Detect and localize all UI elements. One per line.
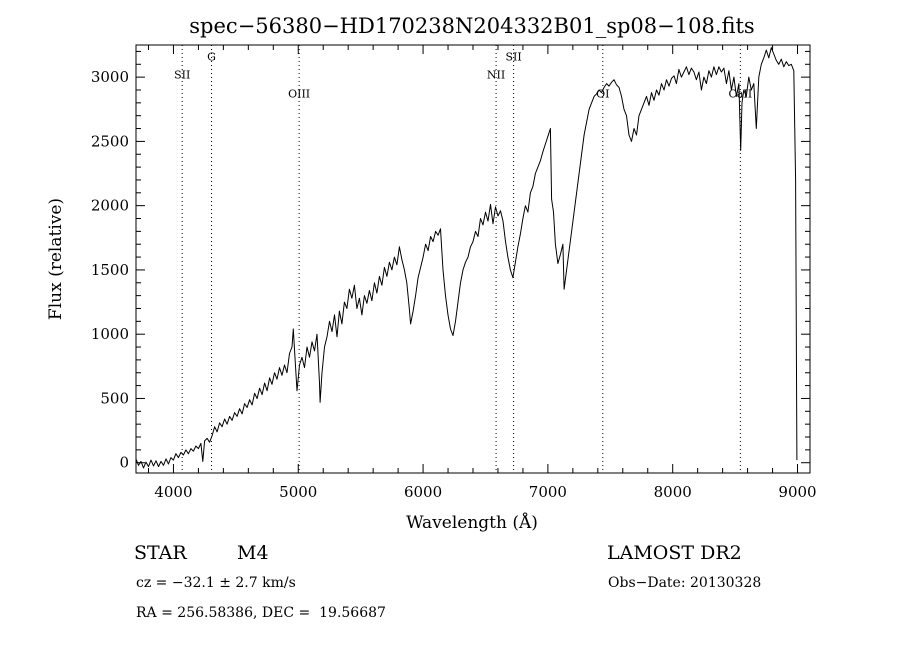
spectral-line-label: G [207, 50, 216, 63]
spectral-line-label: CaII [729, 88, 753, 101]
x-tick-label: 6000 [404, 483, 442, 501]
redshift-cz: cz = −32.1 ± 2.7 km/s [136, 575, 296, 591]
y-tick-label: 0 [119, 454, 129, 472]
y-tick-label: 3000 [91, 68, 129, 86]
spectral-line-label: SII [505, 50, 521, 63]
x-tick-label: 8000 [654, 483, 692, 501]
y-tick-label: 2000 [91, 197, 129, 215]
spectral-line-label: NII [487, 68, 505, 81]
spectral-line-label: OIII [288, 88, 310, 101]
y-tick-label: 500 [100, 389, 129, 407]
x-tick-label: 4000 [154, 483, 192, 501]
object-subclass: M4 [237, 542, 269, 564]
y-tick-label: 1500 [91, 261, 129, 279]
spectrum-line [135, 47, 798, 469]
x-tick-label: 7000 [529, 483, 567, 501]
chart-title: spec−56380−HD170238N204332B01_sp08−108.f… [189, 14, 754, 38]
axes: 4000 5000 6000 7000 8000 9000 0 500 1000 1500 2000… [91, 45, 817, 501]
y-tick-label: 1000 [91, 325, 129, 343]
survey-name: LAMOST DR2 [607, 542, 742, 564]
observation-date: Obs−Date: 20130328 [608, 575, 762, 591]
spectral-line-label: SII [174, 68, 190, 81]
x-axis-label: Wavelength (Å) [406, 512, 538, 533]
object-class: STAR [134, 542, 187, 564]
plot-frame [135, 44, 811, 474]
y-tick-label: 2500 [91, 132, 129, 150]
ra-dec: RA = 256.58386, DEC = 19.56687 [136, 605, 386, 621]
x-tick-label: 9000 [778, 483, 816, 501]
y-axis-label: Flux (relative) [46, 198, 66, 320]
x-tick-label: 5000 [279, 483, 317, 501]
